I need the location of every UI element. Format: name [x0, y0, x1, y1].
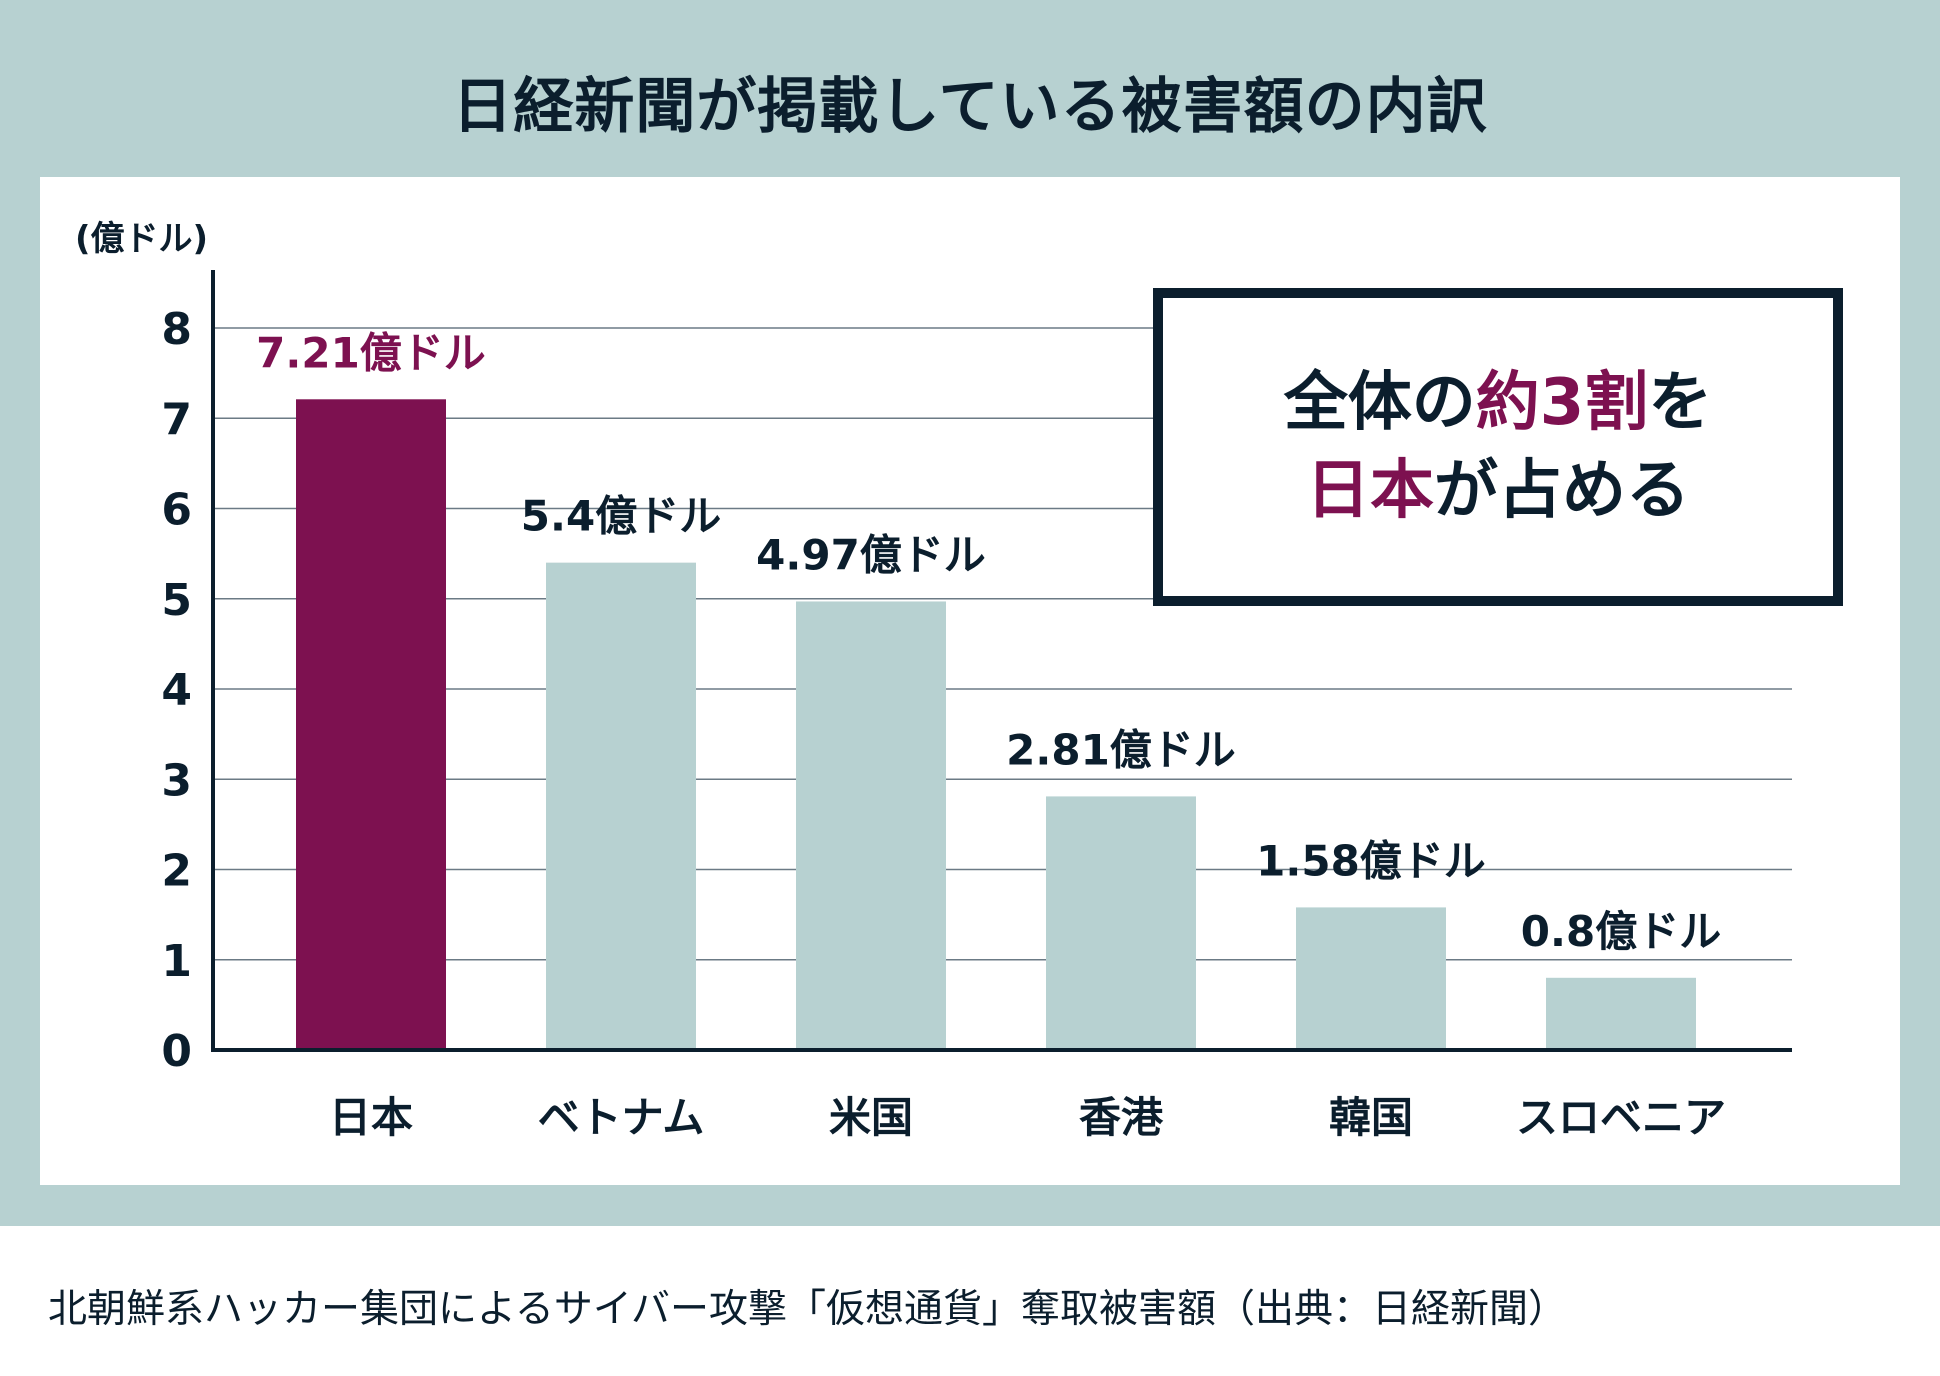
bar [796, 601, 946, 1050]
x-tick-label: ベトナム [538, 1093, 705, 1142]
y-tick-label: 2 [161, 846, 192, 897]
y-tick-label: 1 [161, 936, 192, 987]
data-label: 7.21億ドル [256, 328, 486, 377]
footer: 北朝鮮系ハッカー集団によるサイバー攻撃「仮想通貨」奪取被害額（出典：日経新聞） [0, 1226, 1940, 1376]
y-tick-label: 3 [161, 755, 192, 806]
caption: 北朝鮮系ハッカー集団によるサイバー攻撃「仮想通貨」奪取被害額（出典：日経新聞） [48, 1287, 1568, 1332]
callout-highlight: 日本 [1306, 454, 1434, 528]
y-tick-label: 0 [161, 1026, 192, 1077]
y-tick-label: 4 [161, 665, 192, 716]
callout-line-2: 日本が占める [1306, 447, 1690, 535]
callout-text: を [1648, 366, 1713, 440]
bar-chart: 012345678(億ドル)7.21億ドル日本5.4億ドルベトナム4.97億ドル… [75, 219, 1792, 1142]
x-tick-label: 香港 [1079, 1093, 1164, 1142]
y-axis-label: (億ドル) [75, 219, 208, 259]
x-tick-label: スロベニア [1516, 1093, 1726, 1142]
bar [296, 399, 446, 1050]
data-label: 0.8億ドル [1521, 907, 1721, 956]
y-tick-label: 8 [161, 304, 192, 355]
y-tick-label: 5 [161, 575, 192, 626]
page-title: 日経新聞が掲載している被害額の内訳 [452, 72, 1488, 142]
callout-highlight: 約3割 [1475, 366, 1649, 440]
bar [1546, 977, 1696, 1050]
data-label: 5.4億ドル [521, 492, 721, 541]
x-tick-label: 韓国 [1329, 1093, 1413, 1142]
data-label: 4.97億ドル [756, 530, 986, 579]
x-tick-label: 日本 [329, 1093, 413, 1142]
callout-text: 全体の [1283, 366, 1476, 440]
y-tick-label: 6 [161, 485, 192, 536]
bar [1296, 907, 1446, 1050]
bar [546, 562, 696, 1050]
callout-box: 全体の約3割を 日本が占める [1153, 288, 1843, 606]
bar [1046, 796, 1196, 1050]
data-label: 2.81億ドル [1006, 725, 1236, 774]
data-label: 1.58億ドル [1256, 836, 1486, 885]
y-tick-label: 7 [161, 394, 192, 445]
x-tick-label: 米国 [829, 1093, 913, 1142]
callout-text: が占める [1434, 454, 1690, 528]
callout-line-1: 全体の約3割を [1284, 359, 1713, 447]
